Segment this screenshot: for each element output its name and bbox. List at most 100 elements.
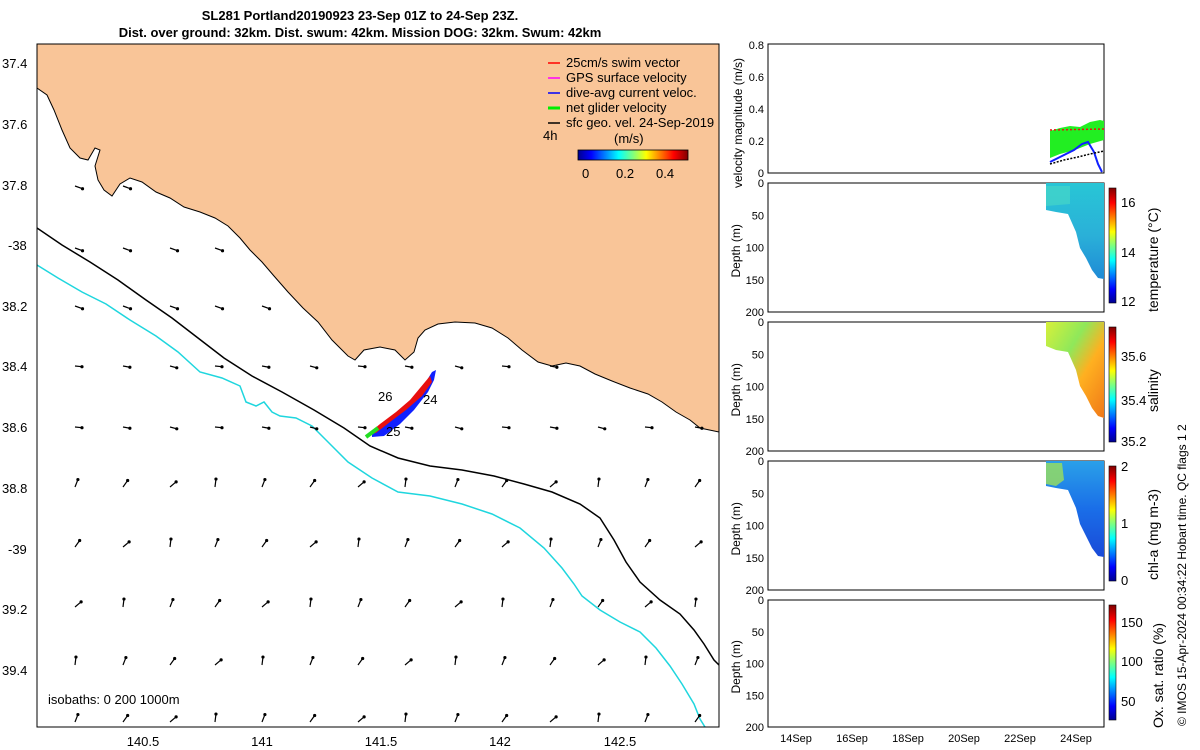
lon-tick: 140.5 <box>127 734 160 749</box>
lat-tick: 38.8 <box>2 481 27 496</box>
oxygen-panel: 150 100 50 Ox. sat. ratio (%) <box>767 599 1166 728</box>
depth-tick: 200 <box>746 307 764 319</box>
current-arrow <box>214 537 220 548</box>
lat-tick: 38.2 <box>2 299 27 314</box>
current-arrow <box>74 185 85 191</box>
current-arrow <box>214 426 224 430</box>
current-arrow <box>454 538 462 548</box>
current-arrow <box>454 365 464 370</box>
current-arrow <box>694 478 702 488</box>
current-arrow <box>261 426 271 430</box>
track-label-25: 25 <box>386 424 400 439</box>
colorbar-tick-04: 0.4 <box>656 166 674 181</box>
vel-ytick: 0.4 <box>749 104 764 116</box>
depth-tick: 100 <box>746 659 764 671</box>
current-arrow <box>214 598 222 608</box>
current-arrow <box>549 426 559 430</box>
current-arrow <box>549 537 553 548</box>
lat-tick: 39.2 <box>2 602 27 617</box>
current-arrow <box>214 247 225 253</box>
current-arrow <box>597 426 607 431</box>
chla-colorbar <box>1108 465 1117 582</box>
current-arrow <box>357 426 367 430</box>
lat-tick: 38.6 <box>2 420 27 435</box>
oxygen-colorbar <box>1108 604 1117 721</box>
depth-tick: 100 <box>746 521 764 533</box>
temperature-cblabel: temperature (°C) <box>1145 208 1161 312</box>
lon-tick: 142 <box>489 734 511 749</box>
current-arrow <box>357 537 361 548</box>
current-arrow <box>74 655 78 666</box>
salinity-section <box>1046 322 1104 418</box>
sal-cbtick: 35.4 <box>1121 393 1146 408</box>
current-arrow <box>74 477 80 488</box>
current-arrow <box>644 477 650 488</box>
chla-cblabel: chl-a (mg m-3) <box>1145 489 1161 580</box>
current-arrow <box>404 426 414 430</box>
current-arrow <box>122 185 133 191</box>
imos-credit: © IMOS 15-Apr-2024 00:34:22 Hobart time.… <box>1175 424 1189 726</box>
isobath-1000m <box>37 264 706 727</box>
lon-tick: 141.5 <box>365 734 398 749</box>
temp-cbtick: 14 <box>1121 245 1135 260</box>
current-arrow <box>454 600 463 608</box>
current-arrow <box>214 712 218 723</box>
temperature-warm-patch <box>1046 186 1070 206</box>
velocity-panel: 0.8 0.6 0.4 0.2 0 velocity magnitude (m/… <box>731 40 1105 188</box>
track-label-26: 26 <box>378 389 392 404</box>
current-arrow <box>261 305 272 311</box>
isobath-note: isobaths: 0 200 1000m <box>48 692 180 707</box>
current-arrow <box>309 713 317 723</box>
depth-tick: 0 <box>758 595 764 607</box>
current-arrow <box>261 538 269 548</box>
salinity-cblabel: salinity <box>1145 369 1161 412</box>
current-arrow <box>169 305 180 311</box>
date-tick: 24Sep <box>1060 733 1092 745</box>
legend-gps: GPS surface velocity <box>566 70 687 85</box>
lat-tick: 38.4 <box>2 359 27 374</box>
current-arrow <box>597 598 605 608</box>
current-arrow <box>169 365 179 370</box>
depth-tick: 150 <box>746 690 764 702</box>
current-arrow <box>122 655 128 666</box>
depth-ylabel: Depth (m) <box>729 363 743 416</box>
ox-cbtick: 50 <box>1121 694 1135 709</box>
map-legend: 25cm/s swim vector GPS surface velocity … <box>543 55 714 181</box>
chla-green-patch <box>1046 463 1064 486</box>
lat-tick: -38 <box>8 238 27 253</box>
chla-cbtick: 2 <box>1121 459 1128 474</box>
current-arrow <box>122 713 130 723</box>
current-arrow <box>122 365 132 369</box>
depth-tick: 150 <box>746 553 764 565</box>
current-arrow <box>357 365 367 369</box>
current-arrow <box>74 712 80 723</box>
chart-title-line1: SL281 Portland20190923 23-Sep 01Z to 24-… <box>201 8 519 23</box>
glider-track: 26 24 25 <box>364 370 437 439</box>
current-arrow <box>74 365 84 369</box>
ox-cbtick: 100 <box>1121 654 1143 669</box>
current-arrow <box>214 477 218 488</box>
depth-tick: 150 <box>746 414 764 426</box>
current-arrow <box>169 480 178 488</box>
lat-tick: 37.6 <box>2 117 27 132</box>
swim-velocity-line <box>1049 128 1105 131</box>
current-arrow <box>309 655 315 666</box>
lat-tick: 37.4 <box>2 56 27 71</box>
current-arrow <box>501 478 509 488</box>
temp-cbtick: 12 <box>1121 294 1135 309</box>
dive-avg-velocity-line <box>1049 140 1103 173</box>
legend-swim: 25cm/s swim vector <box>566 55 681 70</box>
temperature-section <box>1046 183 1104 279</box>
date-tick: 14Sep <box>780 733 812 745</box>
current-arrow <box>74 305 85 311</box>
current-arrow <box>404 658 413 666</box>
depth-tick: 0 <box>758 317 764 329</box>
current-arrow <box>597 537 603 548</box>
salinity-panel: 35.6 35.4 35.2 salinity <box>767 321 1161 452</box>
current-arrow <box>694 597 698 608</box>
oxygen-cblabel: Ox. sat. ratio (%) <box>1150 623 1166 728</box>
depth-tick: 200 <box>746 722 764 734</box>
oxygen-frame <box>767 599 1105 728</box>
current-arrow <box>597 712 601 723</box>
depth-axes: 0 50 100 150 200 Depth (m) 0 50 100 150 200 Depth (… <box>729 178 764 734</box>
